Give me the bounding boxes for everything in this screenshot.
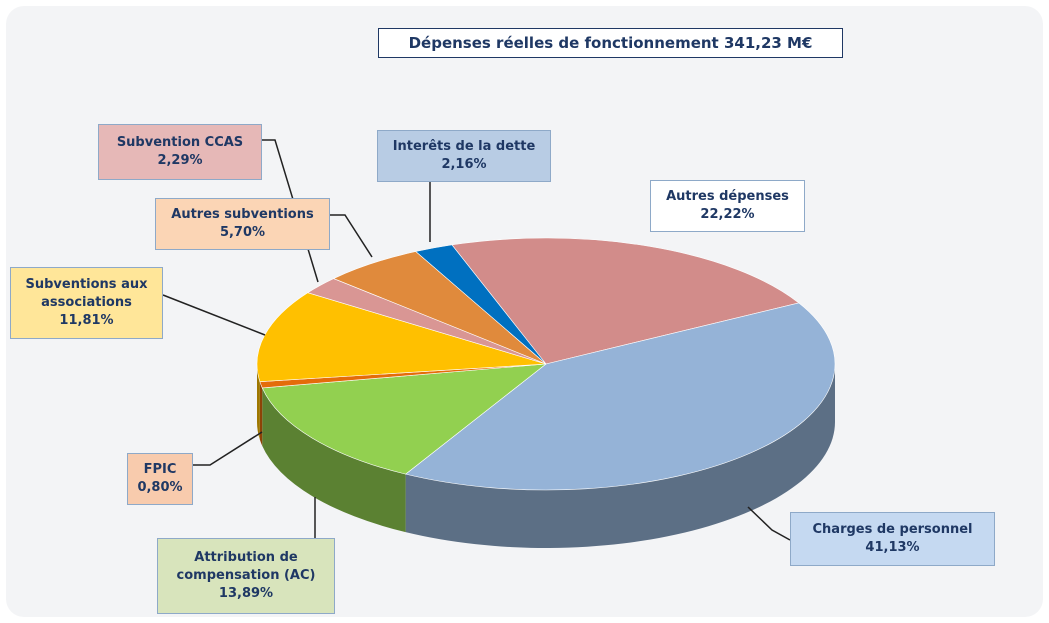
label-value: 41,13% bbox=[865, 540, 920, 555]
label-name: Autres dépenses bbox=[666, 189, 789, 204]
slice-label: Autres subventions 5,70% bbox=[155, 198, 330, 250]
slice bbox=[404, 302, 836, 491]
leader-line bbox=[193, 431, 263, 466]
leader-line bbox=[747, 506, 791, 541]
label-name: Autres subventions bbox=[171, 207, 314, 222]
slice bbox=[261, 363, 547, 475]
slice-label: FPIC 0,80% bbox=[127, 453, 193, 505]
slice-label: Subvention CCAS 2,29% bbox=[98, 124, 262, 180]
slice bbox=[415, 244, 547, 365]
slice-label: Attribution de compensation (AC) 13,89% bbox=[157, 538, 335, 614]
leader-line bbox=[162, 294, 266, 336]
leader-line bbox=[330, 214, 373, 258]
chart-title: Dépenses réelles de fonctionnement 341,2… bbox=[378, 28, 843, 58]
label-name: Charges de personnel bbox=[812, 522, 973, 537]
label-name: FPIC bbox=[143, 462, 177, 477]
label-value: 13,89% bbox=[218, 586, 274, 601]
slices bbox=[256, 237, 836, 549]
label-name: Interêts de la dette bbox=[392, 139, 536, 154]
slice-side bbox=[259, 381, 263, 446]
label-name: Subventions aux associations bbox=[25, 277, 148, 310]
label-value: 2,29% bbox=[157, 153, 203, 168]
slice bbox=[451, 237, 800, 365]
slice-label: Autres dépenses 22,22% bbox=[650, 180, 805, 232]
slice-side bbox=[262, 387, 406, 533]
label-value: 11,81% bbox=[59, 313, 114, 328]
slice-label: Subventions aux associations 11,81% bbox=[10, 267, 163, 339]
label-value: 0,80% bbox=[137, 480, 183, 495]
slice-label: Charges de personnel 41,13% bbox=[790, 512, 995, 566]
slice-side bbox=[257, 364, 260, 440]
slice-side bbox=[405, 364, 835, 549]
label-value: 2,16% bbox=[441, 157, 487, 172]
label-name: Attribution de compensation (AC) bbox=[176, 550, 316, 583]
label-value: 5,70% bbox=[219, 225, 266, 240]
label-value: 22,22% bbox=[700, 207, 755, 222]
slice-label: Interêts de la dette 2,16% bbox=[377, 130, 551, 182]
label-name: Subvention CCAS bbox=[116, 135, 244, 150]
